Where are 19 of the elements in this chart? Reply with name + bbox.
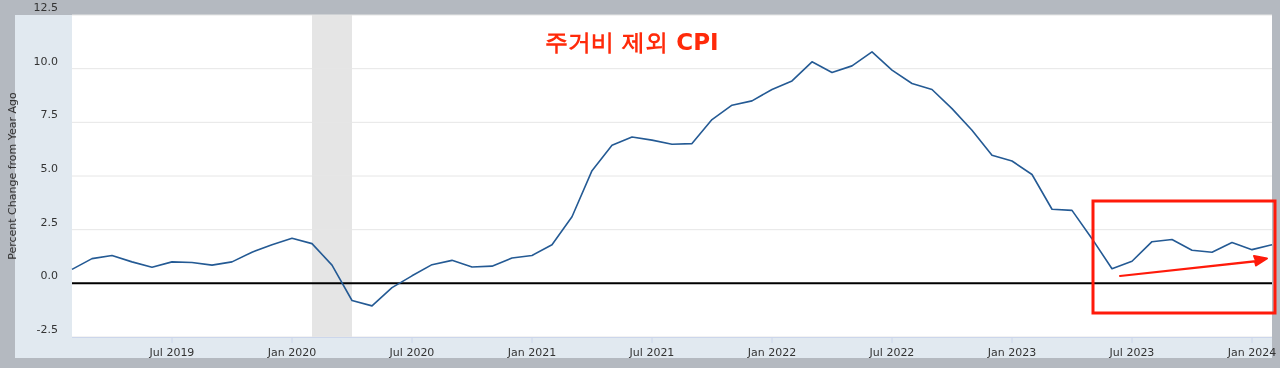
x-tick-label: Jan 2021 xyxy=(506,346,557,359)
x-tick-label: Jul 2020 xyxy=(388,346,435,359)
x-tick-label: Jan 2023 xyxy=(986,346,1037,359)
y-tick-label: 12.5 xyxy=(33,1,58,14)
x-tick-label: Jul 2019 xyxy=(148,346,195,359)
y-tick-label: -2.5 xyxy=(36,323,58,336)
y-tick-label: 0.0 xyxy=(40,269,58,283)
y-tick-label: 7.5 xyxy=(40,108,58,122)
y-tick-label: 10.0 xyxy=(33,54,58,68)
x-tick-label: Jan 2020 xyxy=(266,346,317,359)
x-tick-label: Jan 2022 xyxy=(746,346,797,359)
y-axis-title: Percent Change from Year Ago xyxy=(6,91,19,260)
x-tick-label: Jul 2022 xyxy=(868,346,915,359)
y-tick-label: 5.0 xyxy=(40,162,58,175)
x-tick-label: Jul 2023 xyxy=(1108,346,1155,359)
x-tick-label: Jan 2024 xyxy=(1226,346,1277,359)
x-tick-label: Jul 2021 xyxy=(628,346,675,359)
y-tick-label: 2.5 xyxy=(40,215,58,229)
text: 주거비 제외 CPI xyxy=(545,29,719,55)
